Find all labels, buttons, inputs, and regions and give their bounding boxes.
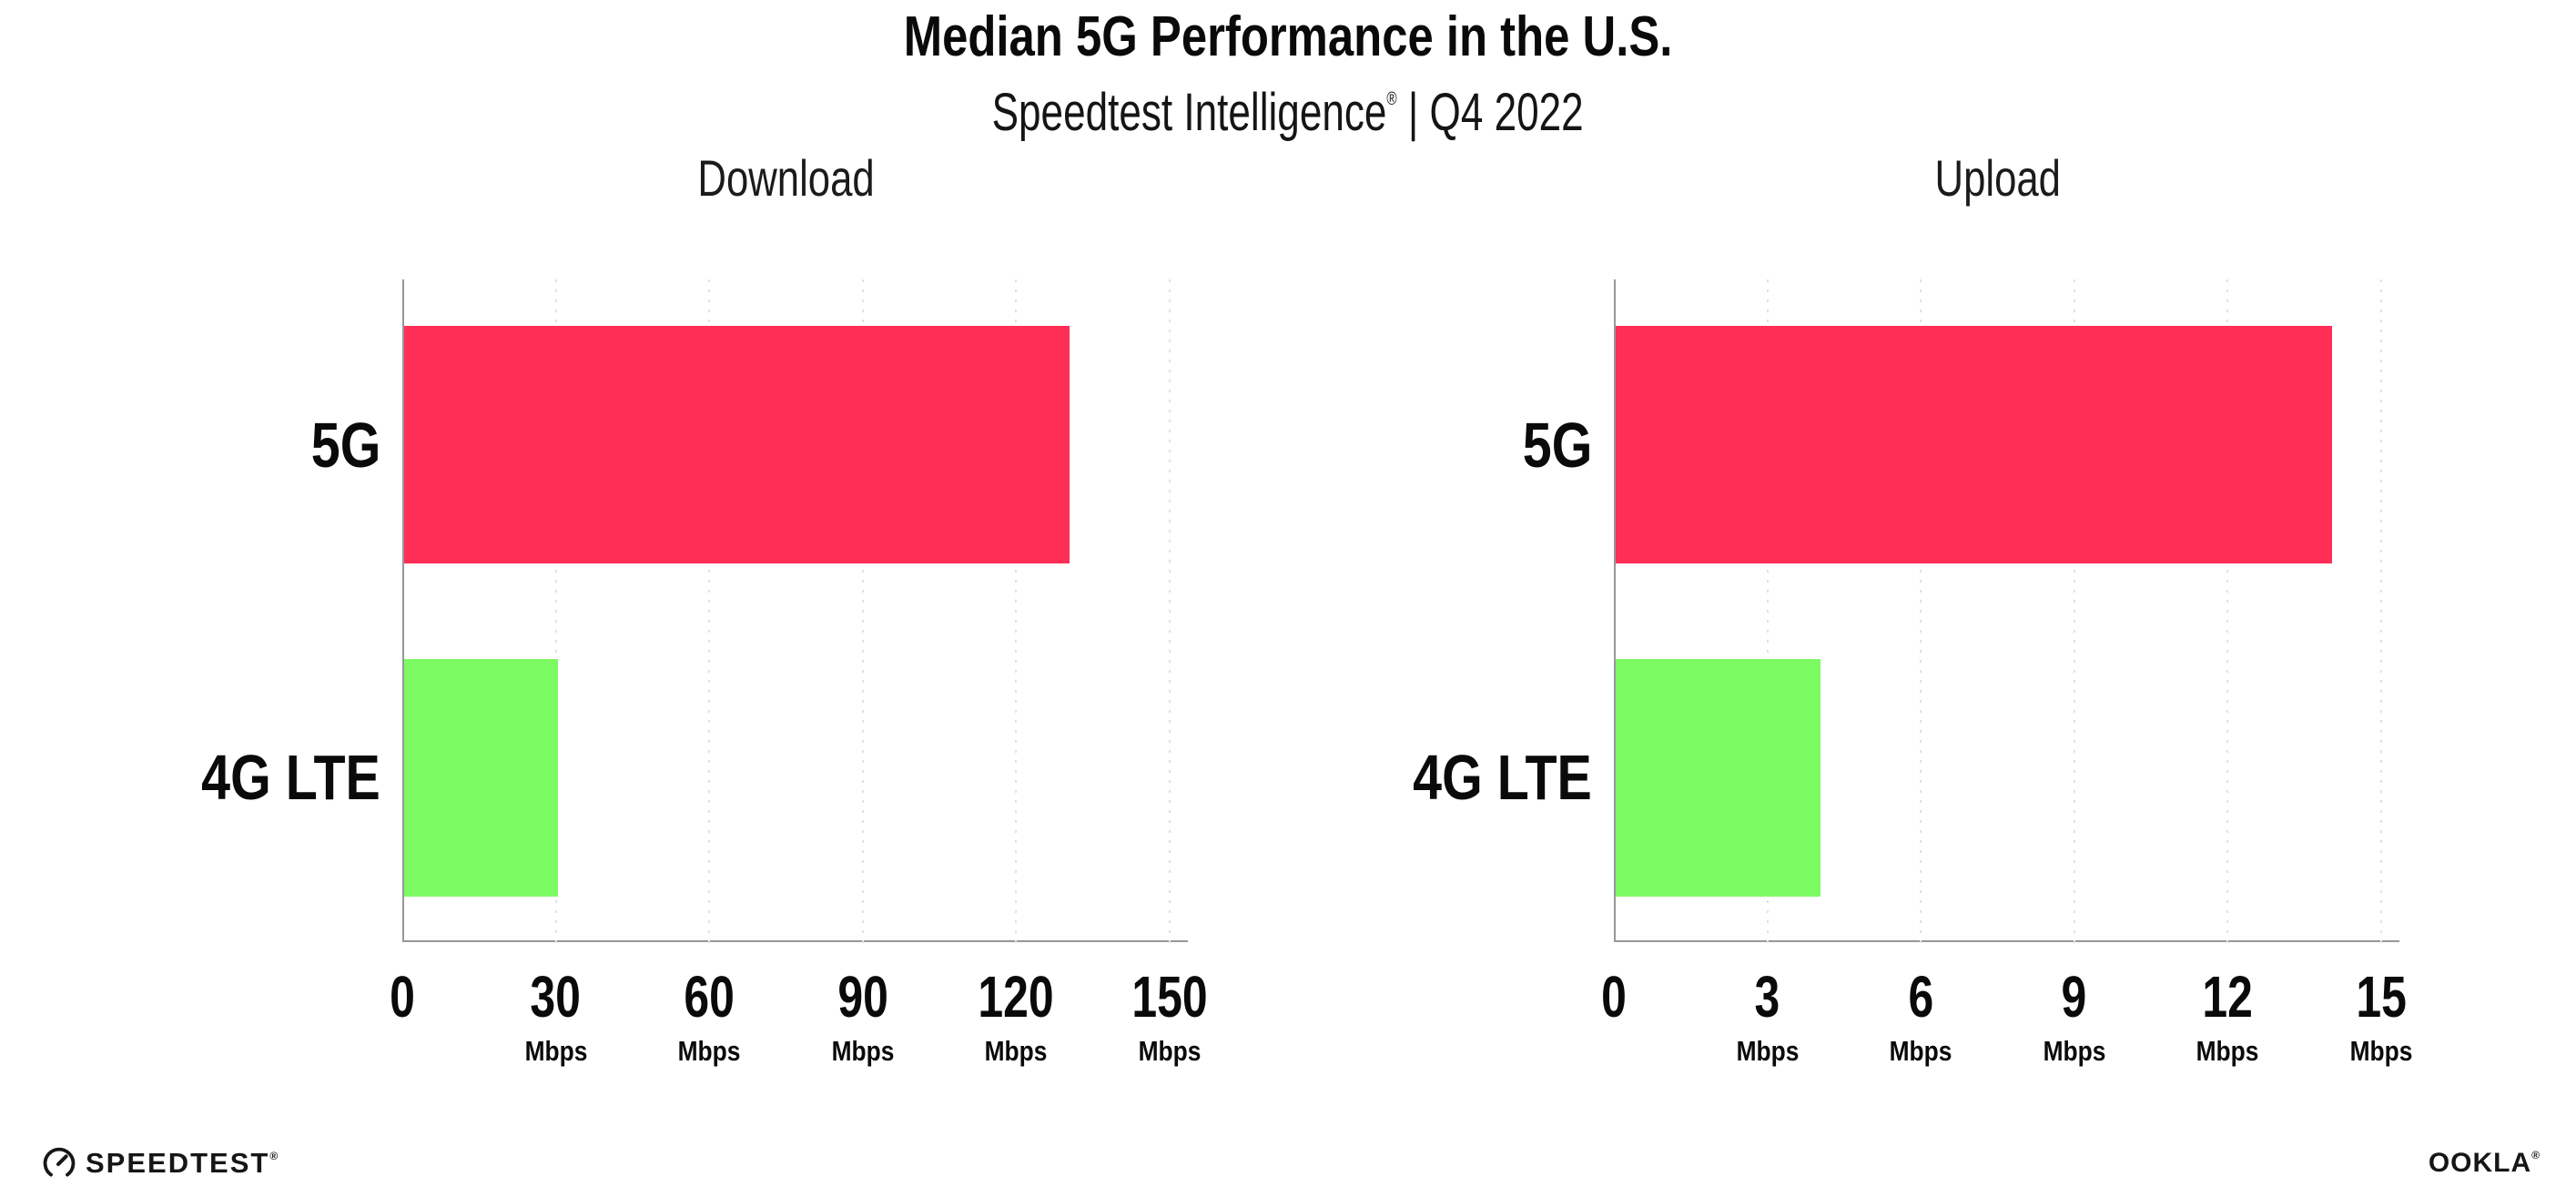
x-tick-label: 3	[1754, 964, 1780, 1030]
chart-download-body: 5G 4G LTE	[137, 279, 1188, 948]
x-tick-label: 0	[390, 964, 415, 1030]
speedtest-wordmark-text: SPEEDTEST	[86, 1147, 270, 1179]
chart-download: Download 5G 4G LTE 0 30 Mbps 60 Mbps 90 Mbps 12…	[137, 147, 1208, 1093]
x-tick-unit: Mbps	[677, 1035, 741, 1067]
chart-upload-plot	[1614, 279, 2399, 948]
page-subtitle: Speedtest Intelligence® | Q4 2022	[992, 71, 1584, 141]
registered-mark: ®	[1386, 89, 1397, 109]
ookla-wordmark: OOKLA®	[2429, 1148, 2540, 1178]
x-tick-label: 90	[837, 964, 888, 1030]
x-tick-9: 9 Mbps	[2037, 968, 2111, 1065]
x-tick-label: 6	[1908, 964, 1934, 1030]
gridline-6	[1920, 279, 1922, 948]
x-tick-unit: Mbps	[2196, 1035, 2259, 1067]
x-axis-line	[402, 940, 1188, 942]
x-tick-unit: Mbps	[1138, 1035, 1202, 1067]
x-tick-120: 120 Mbps	[968, 968, 1065, 1065]
x-tick-label: 150	[1131, 964, 1208, 1030]
x-tick-6: 6 Mbps	[1884, 968, 1958, 1065]
x-tick-90: 90 Mbps	[826, 968, 899, 1065]
x-tick-unit: Mbps	[984, 1035, 1048, 1067]
x-tick-label: 120	[978, 964, 1055, 1030]
x-tick-0: 0	[1597, 968, 1630, 1026]
x-tick-unit: Mbps	[1889, 1035, 1952, 1067]
ookla-logo: OOKLA®	[2429, 1148, 2540, 1179]
bar-4g-lte-upload	[1616, 658, 1820, 898]
page-title-row: Median 5G Performance in the U.S.	[0, 7, 2576, 67]
gridline-30	[554, 279, 557, 948]
x-tick-30: 30 Mbps	[519, 968, 593, 1065]
chart-download-ticks: 0 30 Mbps 60 Mbps 90 Mbps 120 Mbps 150 Mbps	[390, 940, 1208, 1093]
chart-download-title-row: Download	[402, 147, 1170, 279]
page-title: Median 5G Performance in the U.S.	[903, 5, 1673, 68]
x-tick-label: 30	[530, 964, 582, 1030]
x-tick-label: 15	[2356, 964, 2407, 1030]
gridline-120	[1015, 279, 1018, 948]
charts-row: Download 5G 4G LTE 0 30 Mbps 60 Mbps 90 Mbps 12…	[137, 147, 2576, 1093]
chart-upload-title-row: Upload	[1614, 147, 2381, 279]
gridline-15	[2380, 279, 2382, 948]
speedtest-logo: SPEEDTEST®	[42, 1146, 278, 1181]
category-label-5g: 5G	[1522, 409, 1592, 481]
x-tick-3: 3 Mbps	[1730, 968, 1804, 1065]
x-tick-label: 9	[2061, 964, 2087, 1030]
gridline-150	[1169, 279, 1171, 948]
x-tick-label: 0	[1601, 964, 1627, 1030]
chart-upload: Upload 5G 4G LTE 0 3 Mbps 6 Mbps 9 Mbps 12 Mbps 1…	[1348, 147, 2412, 1093]
category-label-5g: 5G	[310, 409, 380, 481]
x-tick-unit: Mbps	[831, 1035, 895, 1067]
header: Median 5G Performance in the U.S. Speedt…	[0, 0, 2576, 141]
bar-4g-lte-download	[404, 658, 558, 898]
footer: SPEEDTEST® OOKLA®	[42, 1146, 2540, 1181]
category-label-4g-lte: 4G LTE	[201, 742, 380, 814]
category-label-4g-lte: 4G LTE	[1413, 742, 1592, 814]
ookla-registered-mark: ®	[2531, 1149, 2540, 1161]
bar-5g-upload	[1616, 325, 2332, 564]
x-tick-label: 60	[684, 964, 735, 1030]
subtitle-brand: Speedtest Intelligence	[991, 83, 1387, 142]
chart-upload-body: 5G 4G LTE	[1348, 279, 2399, 948]
gridline-60	[708, 279, 711, 948]
page-subtitle-row: Speedtest Intelligence® | Q4 2022	[0, 67, 2576, 141]
x-tick-unit: Mbps	[2043, 1035, 2106, 1067]
x-tick-unit: Mbps	[2349, 1035, 2413, 1067]
ookla-wordmark-text: OOKLA	[2428, 1148, 2532, 1178]
x-axis-line	[1614, 940, 2399, 942]
y-axis-line	[402, 279, 404, 940]
y-axis-line	[1614, 279, 1616, 940]
x-tick-15: 15 Mbps	[2345, 968, 2419, 1065]
chart-upload-ticks: 0 3 Mbps 6 Mbps 9 Mbps 12 Mbps 15 Mbps	[1601, 940, 2412, 1093]
gridline-12	[2226, 279, 2229, 948]
x-tick-150: 150 Mbps	[1121, 968, 1219, 1065]
gridline-90	[861, 279, 864, 948]
x-tick-0: 0	[386, 968, 419, 1026]
chart-download-plot	[402, 279, 1188, 948]
gridline-3	[1766, 279, 1769, 948]
x-tick-12: 12 Mbps	[2191, 968, 2265, 1065]
chart-upload-title: Upload	[1934, 149, 2061, 207]
x-tick-unit: Mbps	[1736, 1035, 1799, 1067]
x-tick-60: 60 Mbps	[673, 968, 746, 1065]
x-tick-unit: Mbps	[524, 1035, 587, 1067]
speedtest-wordmark: SPEEDTEST®	[86, 1147, 278, 1180]
chart-upload-ylabels: 5G 4G LTE	[1348, 279, 1614, 940]
x-tick-label: 12	[2202, 964, 2254, 1030]
speedtest-gauge-icon	[43, 1147, 76, 1177]
chart-download-title: Download	[697, 149, 875, 207]
bar-5g-download	[404, 325, 1070, 564]
speedtest-registered-mark: ®	[269, 1150, 279, 1162]
subtitle-period: | Q4 2022	[1396, 83, 1585, 142]
gridline-9	[2073, 279, 2075, 948]
chart-download-ylabels: 5G 4G LTE	[137, 279, 402, 940]
